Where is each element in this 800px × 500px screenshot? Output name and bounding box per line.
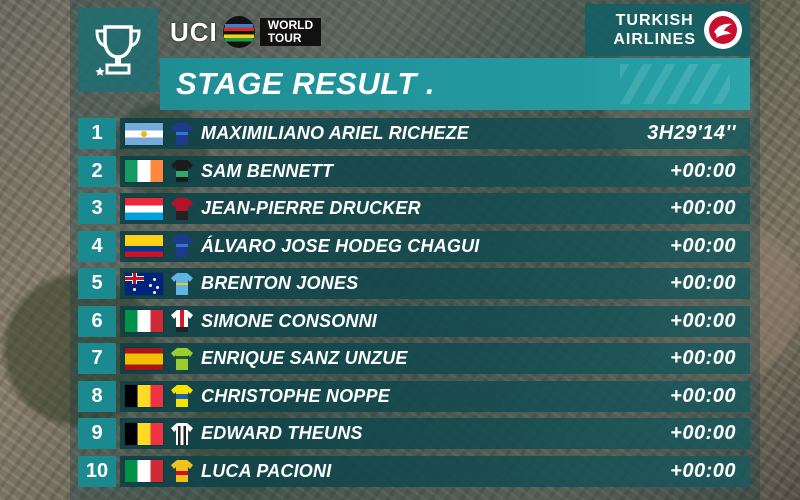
italy-flag — [125, 460, 163, 482]
italy-flag — [125, 310, 163, 332]
rider-time: +00:00 — [670, 197, 736, 219]
world-tour-line2: TOUR — [267, 31, 302, 45]
flag-star — [156, 285, 159, 289]
rider-name: ENRIQUE SANZ UNZUE — [201, 348, 408, 368]
rider-bar: JEAN-PIERRE DRUCKER +00:00 — [120, 193, 750, 224]
rider-bar: BRENTON JONES +00:00 — [120, 268, 750, 299]
rider-bar: ENRIQUE SANZ UNZUE +00:00 — [120, 343, 750, 374]
rider-name: BRENTON JONES — [201, 273, 359, 293]
flag-star — [133, 287, 136, 291]
rider-name: EDWARD THEUNS — [201, 423, 363, 443]
rider-time: +00:00 — [670, 384, 736, 407]
flag-star — [149, 283, 152, 287]
turkish-airlines-logo: TURKISH AIRLINES — [585, 4, 750, 56]
result-row: 5 BRENTON JONES +00:00 — [78, 268, 750, 299]
rank-badge: 7 — [78, 343, 116, 374]
argentina-flag — [125, 122, 163, 145]
result-row: 10 LUCA PACIONI +00:00 — [78, 455, 750, 487]
rider-time: 3H29'14'' — [647, 122, 736, 144]
sponsor-line2: AIRLINES — [613, 31, 696, 48]
sponsor-text: TURKISH AIRLINES — [613, 11, 696, 49]
deceuninck-jersey-icon — [171, 122, 193, 145]
title-bar: STAGE RESULT . — [160, 58, 750, 110]
rider-time: +00:00 — [670, 459, 736, 482]
rider-bar: EDWARD THEUNS +00:00 — [120, 418, 750, 449]
belgium-flag — [125, 422, 163, 445]
rider-name: ÁLVARO JOSE HODEG CHAGUI — [201, 235, 480, 256]
rank-badge: 2 — [78, 155, 116, 187]
rider-bar: SAM BENNETT +00:00 — [120, 155, 750, 187]
rider-name: MAXIMILIANO ARIEL RICHEZE — [201, 123, 470, 143]
rider-bar: CHRISTOPHE NOPPE +00:00 — [120, 380, 750, 412]
rider-name: SIMONE CONSONNI — [201, 310, 378, 331]
rider-name: CHRISTOPHE NOPPE — [201, 385, 390, 406]
result-row: 2 SAM BENNETT +00:00 — [78, 155, 750, 187]
rank-badge: 6 — [78, 305, 116, 337]
uci-text: UCI — [170, 17, 218, 47]
rider-name: SAM BENNETT — [201, 160, 334, 181]
rider-name: LUCA PACIONI — [201, 460, 332, 481]
rank-badge: 5 — [78, 268, 116, 299]
rank-badge: 4 — [78, 230, 116, 262]
world-tour-badge: WORLD TOUR — [259, 18, 322, 46]
result-row: 8 CHRISTOPHE NOPPE +00:00 — [78, 380, 750, 412]
ireland-flag — [125, 160, 163, 182]
astana-jersey-icon — [171, 272, 193, 295]
australia-flag — [125, 272, 163, 295]
uci-rainbow-icon — [222, 16, 255, 48]
union-jack-canton — [125, 272, 144, 284]
sponsor-line1: TURKISH — [615, 12, 694, 29]
bird-icon — [709, 16, 737, 44]
flag-star — [153, 290, 156, 294]
rider-name: JEAN-PIERRE DRUCKER — [201, 198, 421, 218]
rider-time: +00:00 — [670, 309, 736, 332]
uci-world-tour-logo: UCI WORLD TOUR — [170, 14, 346, 50]
bora-jersey-icon — [171, 160, 193, 182]
result-row: 7 ENRIQUE SANZ UNZUE +00:00 — [78, 343, 750, 374]
results-list: 1 MAXIMILIANO ARIEL RICHEZE 3H29'14'' 2 … — [78, 118, 750, 493]
belgium-flag — [125, 385, 163, 407]
colombia-flag — [125, 235, 163, 257]
flag-star — [153, 277, 156, 281]
rider-bar: LUCA PACIONI +00:00 — [120, 455, 750, 487]
lotto-jersey-icon — [171, 460, 193, 482]
rank-badge: 3 — [78, 193, 116, 224]
cannondale-jersey-icon — [171, 347, 193, 370]
spain-flag — [125, 347, 163, 370]
rank-badge: 8 — [78, 380, 116, 412]
result-row: 4 ÁLVARO JOSE HODEG CHAGUI +00:00 — [78, 230, 750, 262]
result-row: 6 SIMONE CONSONNI +00:00 — [78, 305, 750, 337]
rider-time: +00:00 — [670, 422, 736, 444]
page-title: STAGE RESULT . — [176, 66, 436, 101]
deceuninck-jersey-icon — [171, 235, 193, 257]
turkish-airlines-emblem — [704, 11, 742, 49]
rider-bar: MAXIMILIANO ARIEL RICHEZE 3H29'14'' — [120, 118, 750, 149]
world-tour-line1: WORLD — [267, 18, 314, 32]
rider-bar: SIMONE CONSONNI +00:00 — [120, 305, 750, 337]
trophy-icon — [95, 25, 141, 76]
result-row: 9 EDWARD THEUNS +00:00 — [78, 418, 750, 449]
rider-time: +00:00 — [670, 272, 736, 294]
rider-time: +00:00 — [670, 159, 736, 182]
luxembourg-flag — [125, 197, 163, 220]
rank-badge: 9 — [78, 418, 116, 449]
uae-jersey-icon — [171, 310, 193, 332]
result-row: 3 JEAN-PIERRE DRUCKER +00:00 — [78, 193, 750, 224]
result-row: 1 MAXIMILIANO ARIEL RICHEZE 3H29'14'' — [78, 118, 750, 149]
rank-badge: 1 — [78, 118, 116, 149]
rider-bar: ÁLVARO JOSE HODEG CHAGUI +00:00 — [120, 230, 750, 262]
wanty-jersey-icon — [171, 197, 193, 220]
rank-badge: 10 — [78, 455, 116, 487]
trek-jersey-icon — [171, 422, 193, 445]
rider-time: +00:00 — [670, 347, 736, 369]
trophy-box — [78, 8, 158, 92]
sport-vlaanderen-jersey-icon — [171, 385, 193, 407]
rider-time: +00:00 — [670, 234, 736, 257]
